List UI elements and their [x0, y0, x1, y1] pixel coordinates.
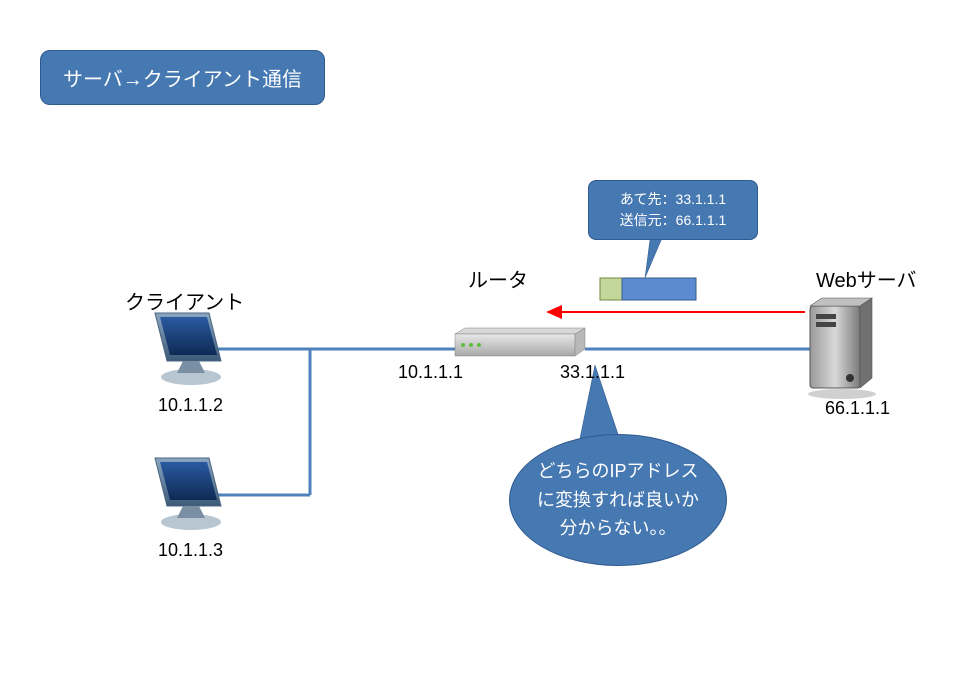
router-label: ルータ	[468, 264, 528, 293]
ip-label: 10.1.1.3	[158, 540, 223, 561]
server-icon	[808, 298, 876, 399]
network-links	[215, 349, 810, 495]
traffic-arrow	[546, 305, 805, 319]
server-label: Webサーバ	[816, 264, 917, 293]
client-icon	[155, 458, 221, 530]
packet-dest: あて先：33.1.1.1	[601, 189, 745, 210]
client-icon	[155, 313, 221, 385]
packet-info-callout: あて先：33.1.1.1 送信元：66.1.1.1	[588, 180, 758, 240]
title-text: サーバ→クライアント通信	[63, 69, 302, 91]
ip-label: 10.1.1.2	[158, 395, 223, 416]
problem-line: どちらのIPアドレス	[537, 457, 699, 486]
client-label: クライアント	[125, 286, 244, 315]
ip-label: 33.1.1.1	[560, 362, 625, 383]
diagram-title: サーバ→クライアント通信	[40, 50, 325, 105]
ip-label: 66.1.1.1	[825, 398, 890, 419]
problem-line: 分からない。。	[537, 514, 699, 543]
ip-label: 10.1.1.1	[398, 362, 463, 383]
router-icon	[455, 328, 585, 356]
packet-icon	[600, 278, 696, 300]
problem-callout: どちらのIPアドレス に変換すれば良いか 分からない。。	[509, 434, 727, 566]
packet-source: 送信元：66.1.1.1	[601, 210, 745, 231]
problem-line: に変換すれば良いか	[537, 486, 699, 515]
